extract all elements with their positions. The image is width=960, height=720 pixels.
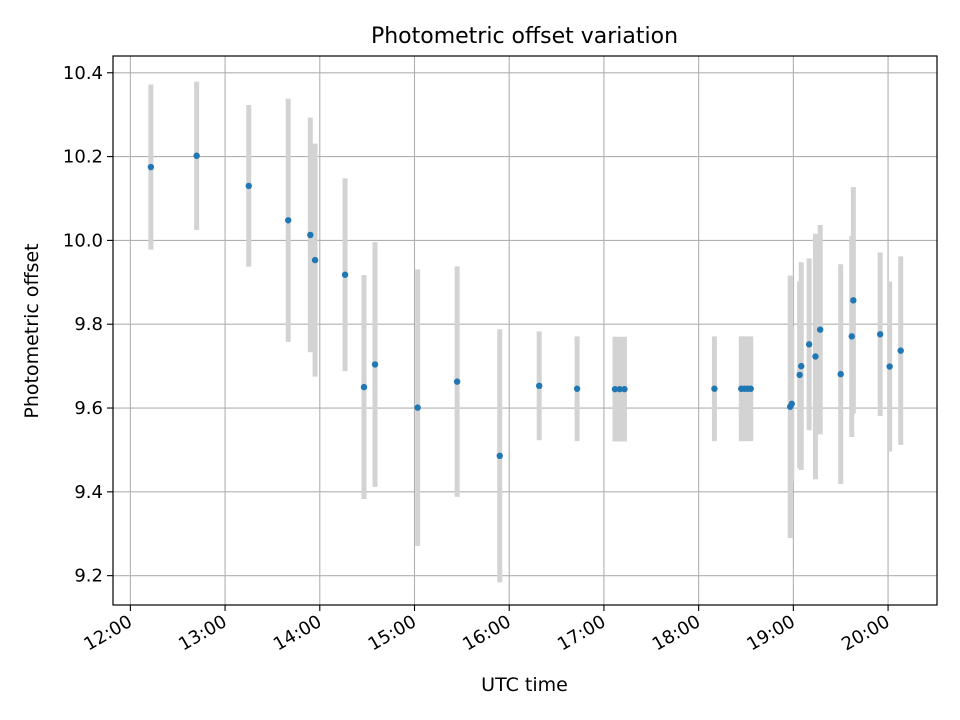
data-point — [788, 400, 795, 408]
data-point — [897, 347, 904, 354]
x-axis-label: UTC time — [481, 674, 568, 696]
data-point — [850, 297, 857, 304]
data-point — [616, 385, 623, 393]
data-point — [573, 385, 581, 392]
y-tick-label: 9.8 — [74, 314, 103, 335]
data-point — [147, 163, 155, 171]
y-tick-label: 10.0 — [63, 230, 103, 251]
data-point — [341, 271, 349, 278]
data-point — [371, 361, 379, 368]
data-point — [285, 217, 292, 224]
data-point — [414, 404, 421, 411]
data-point — [848, 333, 855, 340]
data-point — [805, 341, 813, 348]
chart-title: Photometric offset variation — [371, 24, 678, 49]
data-point — [307, 231, 314, 239]
y-tick-label: 10.4 — [63, 63, 103, 84]
y-tick-label: 9.6 — [74, 398, 103, 419]
data-point — [876, 331, 884, 338]
data-points — [147, 152, 904, 460]
data-point — [747, 385, 754, 392]
data-point — [711, 385, 718, 392]
data-point — [611, 385, 619, 393]
y-axis: 9.2 9.4 9.6 9.8 10.0 10.2 10.4 — [63, 63, 113, 587]
data-point — [245, 182, 252, 190]
data-point — [816, 326, 824, 333]
grid — [113, 56, 937, 605]
data-point — [360, 383, 368, 391]
y-tick-label: 10.2 — [63, 147, 103, 168]
y-axis-label: Photometric offset — [21, 243, 43, 418]
data-point — [311, 256, 319, 264]
data-point — [453, 378, 461, 385]
y-tick-label: 9.4 — [74, 482, 103, 503]
data-point — [886, 363, 893, 370]
data-point — [193, 152, 200, 159]
data-point — [621, 385, 628, 393]
plot-frame — [112, 55, 938, 606]
data-point — [536, 382, 543, 390]
data-point — [496, 452, 503, 460]
data-point — [812, 353, 819, 360]
data-point — [837, 370, 844, 378]
data-point — [796, 371, 803, 379]
data-point — [798, 362, 805, 370]
y-tick-label: 9.2 — [74, 566, 103, 587]
